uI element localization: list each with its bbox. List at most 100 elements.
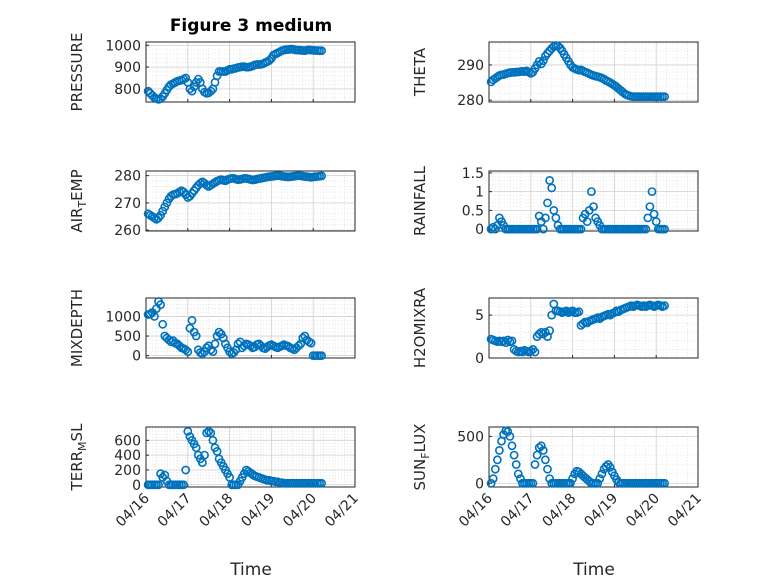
y-tick-label: 500: [114, 329, 141, 345]
data-point: [595, 474, 605, 483]
data-point: [541, 213, 550, 223]
data-point: [589, 202, 598, 211]
y-tick-label: 900: [114, 60, 141, 76]
x-tick-label: 04/18: [197, 491, 237, 531]
axes-box: [488, 41, 699, 103]
y-axis-label: SUNFLUX: [411, 424, 432, 491]
data-point: [156, 94, 165, 104]
data-point: [317, 171, 326, 181]
data-point: [317, 46, 326, 56]
data-point: [503, 335, 513, 345]
data-point: [582, 217, 592, 226]
data-point: [538, 224, 548, 234]
data-series: [486, 175, 669, 234]
data-point: [239, 341, 249, 351]
subplot-mixdepth: 0 500 1000 MIXDEPTH: [68, 289, 356, 367]
data-point: [660, 478, 669, 488]
y-tick-label: 1: [475, 185, 484, 201]
data-point: [494, 445, 504, 455]
data-point: [298, 333, 308, 343]
x-tick-label: 04/18: [540, 491, 580, 531]
y-tick-label: 500: [457, 429, 484, 445]
subplot-h2omixra: 0 5 H2OMIXRA: [411, 287, 699, 368]
data-series: [486, 299, 669, 357]
data-point: [597, 469, 607, 479]
data-point: [660, 301, 669, 311]
y-tick-label: 0: [475, 476, 484, 492]
data-point: [641, 224, 651, 234]
x-tick-label: 04/16: [456, 490, 496, 530]
subplot-rainfall: 0 0.5 1 1.5 RAINFALL: [411, 165, 699, 238]
data-series: [143, 44, 326, 104]
data-point: [643, 213, 653, 223]
data-point: [156, 300, 165, 310]
data-point: [645, 202, 655, 211]
data-point: [202, 343, 211, 353]
subplot-sun-flux: 0 500 04/16 04/17 04/18 04/19 04/20 04/21 SUNFLU…: [411, 424, 705, 531]
data-point: [576, 224, 586, 234]
data-point: [181, 73, 191, 83]
data-point: [187, 315, 197, 325]
x-tick-label: 04/19: [238, 491, 278, 531]
data-point: [183, 347, 193, 357]
data-point: [513, 469, 523, 479]
x-tick-label: 04/17: [155, 491, 195, 531]
y-tick-label: 1000: [105, 38, 141, 54]
data-point: [503, 427, 513, 437]
data-point: [214, 327, 224, 337]
data-point: [660, 92, 669, 102]
data-point: [210, 339, 220, 349]
y-axis-label: PRESSURE: [68, 33, 86, 112]
data-point: [528, 478, 538, 488]
data-series: [486, 41, 669, 102]
y-tick-label: 800: [114, 82, 141, 98]
data-point: [541, 455, 550, 465]
y-axis-label: RAINFALL: [411, 165, 429, 236]
data-point: [197, 458, 207, 467]
y-tick-label: 1000: [105, 309, 141, 325]
axes-box: [145, 41, 356, 103]
data-point: [605, 462, 615, 472]
data-point: [518, 347, 527, 357]
data-point: [511, 460, 521, 469]
data-point: [488, 222, 498, 232]
x-tick-label: 04/21: [665, 491, 705, 531]
data-point: [183, 426, 193, 436]
x-tick-label: 04/21: [322, 491, 362, 531]
x-tick-label: 04/19: [581, 491, 621, 531]
y-tick-label: 400: [114, 448, 141, 464]
data-point: [530, 460, 540, 469]
axes-box: [145, 170, 356, 232]
data-point: [505, 431, 515, 441]
data-point: [649, 209, 659, 219]
y-tick-label: 290: [457, 58, 484, 74]
axes-box: [488, 297, 699, 359]
data-point: [587, 187, 596, 196]
y-tick-label: 260: [114, 223, 141, 239]
data-point: [568, 306, 577, 316]
data-point: [181, 345, 191, 355]
data-point: [660, 224, 669, 234]
data-point: [181, 465, 191, 475]
data-point: [185, 84, 195, 94]
y-tick-label: 270: [114, 196, 141, 212]
data-point: [317, 351, 326, 360]
data-point: [317, 478, 326, 488]
data-series: [143, 171, 326, 224]
y-axis-label: THETA: [411, 47, 429, 97]
y-axis-label: H2OMIXRA: [411, 287, 429, 368]
data-point: [532, 450, 542, 460]
y-tick-label: 5: [475, 308, 484, 324]
data-series: [143, 297, 326, 360]
data-point: [647, 187, 657, 196]
data-point: [149, 311, 159, 321]
x-axis-label-left: Time: [229, 560, 272, 580]
y-tick-label: 200: [114, 463, 141, 479]
data-point: [158, 319, 168, 329]
data-series: [486, 426, 669, 488]
data-point: [541, 327, 550, 337]
y-tick-label: 600: [114, 433, 141, 449]
data-point: [208, 347, 218, 357]
